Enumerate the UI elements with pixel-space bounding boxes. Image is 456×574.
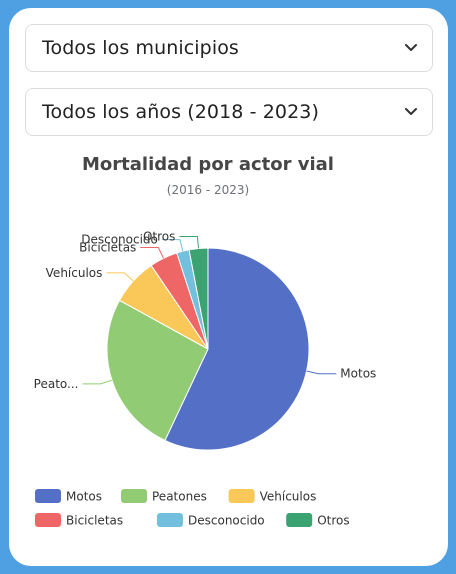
municipality-select-value: Todos los municipios [42, 37, 239, 59]
label-leader-line [106, 272, 134, 282]
legend-item-motos[interactable]: Motos [35, 489, 102, 504]
slice-label-vehiculos: Vehículos [46, 266, 103, 280]
slice-label-peatones: Peato... [34, 377, 79, 391]
pie-slice-motos[interactable] [164, 247, 310, 451]
label-leader-line [82, 379, 113, 385]
legend-label: Bicicletas [66, 514, 123, 528]
municipality-select[interactable]: Todos los municipios [25, 24, 433, 72]
slice-label-bicicletas: Bicicletas [79, 241, 136, 255]
slice-label-otros: Otros [143, 230, 175, 244]
legend-swatch [286, 513, 313, 527]
legend-swatch [157, 513, 183, 527]
legend-item-bicicletas[interactable]: Bicicletas [35, 513, 123, 528]
label-leader-line [179, 236, 199, 249]
year-range-select[interactable]: Todos los años (2018 - 2023) [25, 88, 433, 136]
slice-label-motos: Motos [340, 367, 376, 381]
legend-item-otros[interactable]: Otros [286, 513, 350, 528]
year-range-select-value: Todos los años (2018 - 2023) [42, 101, 319, 123]
legend-swatch [228, 489, 255, 503]
legend-swatch [35, 489, 61, 503]
legend-label: Desconocido [188, 514, 265, 528]
legend-label: Motos [66, 490, 102, 504]
label-leader-line [306, 370, 337, 375]
chart-title: Mortalidad por actor vial [82, 154, 334, 175]
legend-item-desconocido[interactable]: Desconocido [157, 513, 265, 528]
legend-item-vehiculos[interactable]: Vehículos [228, 489, 317, 504]
legend-label: Vehículos [260, 490, 317, 504]
label-leader-line [140, 247, 165, 259]
dashboard-card: Todos los municipios Todos los años (201… [9, 8, 448, 566]
legend-label: Otros [317, 514, 349, 528]
chevron-down-icon [404, 41, 418, 55]
legend-swatch [121, 489, 147, 503]
legend-swatch [35, 513, 61, 527]
label-leader-line [161, 239, 184, 252]
pie-chart: Mortalidad por actor vial (2016 - 2023) … [34, 154, 377, 528]
legend-item-peatones[interactable]: Peatones [121, 489, 207, 504]
chevron-down-icon [404, 105, 418, 119]
legend-label: Peatones [152, 490, 207, 504]
chart-subtitle: (2016 - 2023) [167, 183, 249, 197]
slice-label-desconocido: Desconocido [81, 233, 158, 247]
pie-slice-otros[interactable] [188, 247, 209, 350]
